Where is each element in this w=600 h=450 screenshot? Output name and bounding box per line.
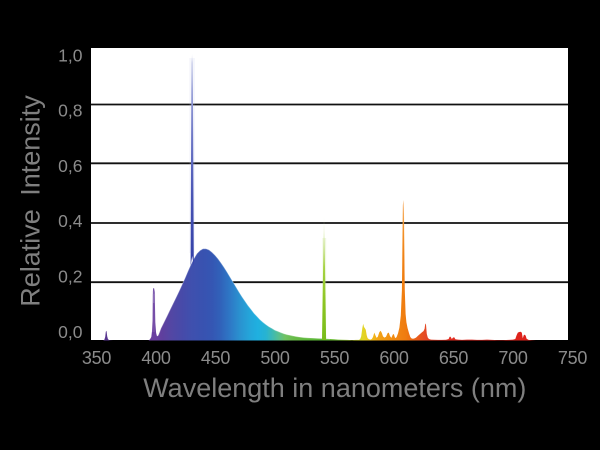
- svg-text:750: 750: [558, 348, 587, 368]
- svg-text:Wavelength in nanometers (nm): Wavelength in nanometers (nm): [143, 373, 526, 403]
- svg-text:500: 500: [260, 348, 289, 368]
- svg-text:400: 400: [141, 348, 170, 368]
- svg-text:0,8: 0,8: [58, 101, 82, 121]
- svg-text:Relative Intensity: Relative Intensity: [16, 95, 46, 307]
- svg-text:0,6: 0,6: [58, 156, 82, 176]
- svg-text:450: 450: [201, 348, 230, 368]
- svg-text:0,4: 0,4: [58, 211, 83, 231]
- svg-text:350: 350: [82, 348, 111, 368]
- svg-text:650: 650: [439, 348, 468, 368]
- svg-text:600: 600: [379, 348, 408, 368]
- svg-text:0,2: 0,2: [58, 267, 82, 287]
- svg-text:700: 700: [498, 348, 527, 368]
- svg-text:1,0: 1,0: [58, 45, 83, 65]
- svg-text:550: 550: [320, 348, 349, 368]
- svg-text:0,0: 0,0: [58, 322, 83, 342]
